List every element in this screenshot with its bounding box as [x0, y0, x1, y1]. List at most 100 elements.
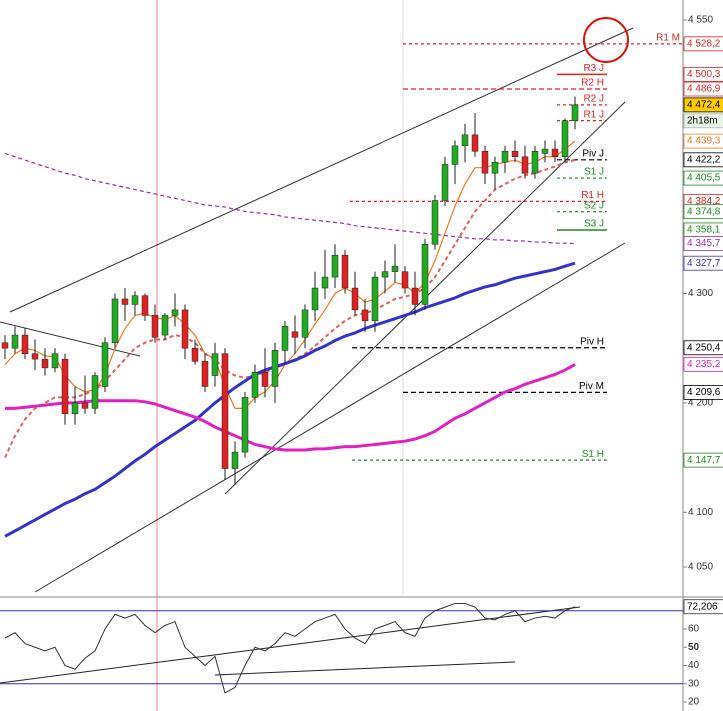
candle-body — [31, 353, 39, 360]
candle-body — [421, 244, 429, 305]
pivot-label: Piv M — [579, 381, 604, 392]
price-tag — [683, 133, 723, 149]
price-tag-label: 4 345,7 — [687, 238, 721, 249]
pivot-label: R3 J — [583, 63, 604, 74]
price-tag — [683, 340, 723, 356]
candle-body — [471, 134, 479, 152]
rsi-tag — [683, 599, 723, 615]
price-tag-label: 4 472,4 — [687, 100, 721, 111]
price-tag-label: 4 327,7 — [687, 258, 721, 269]
price-tag — [683, 66, 723, 82]
pivot-label: R1 M — [656, 32, 680, 43]
rsi-tick-label: 40 — [688, 660, 700, 671]
candle-body — [401, 271, 409, 289]
candle-body — [51, 353, 59, 369]
price-tag-label: 4 358,1 — [687, 225, 721, 236]
y-tick-label: 4 200 — [688, 398, 713, 409]
price-tag — [683, 204, 723, 220]
price-tag — [683, 170, 723, 186]
candle-body — [151, 315, 159, 338]
price-tag-label: 4 528,2 — [687, 38, 721, 49]
candle-body — [551, 148, 559, 157]
candle-body — [301, 309, 309, 338]
candle-body — [201, 361, 209, 387]
price-tag — [683, 81, 723, 97]
candle-body — [141, 295, 149, 316]
pivot-label: R2 J — [583, 94, 604, 105]
pivot-label: S1 J — [584, 167, 604, 178]
candle-body — [451, 145, 459, 165]
candle-body — [391, 265, 399, 272]
countdown: 2h18m — [687, 116, 718, 127]
candle-body — [531, 151, 539, 174]
price-tag-label: 4 384,2 — [687, 196, 721, 207]
candle-body — [361, 309, 369, 322]
candle-body — [161, 315, 169, 336]
candle-body — [121, 298, 129, 305]
candle-body — [561, 120, 569, 158]
candle-body — [511, 151, 519, 157]
candle-body — [251, 372, 259, 398]
candle-body — [61, 358, 69, 415]
candle-body — [431, 200, 439, 245]
candle-body — [21, 334, 29, 354]
candle-body — [171, 309, 179, 316]
price-tag — [683, 36, 723, 52]
y-tick-label: 4 050 — [688, 562, 713, 573]
candle-body — [321, 276, 329, 289]
candle-body — [291, 331, 299, 338]
candle-body — [221, 353, 229, 469]
price-tag-label: 4 147,7 — [687, 455, 721, 466]
moving-average — [5, 363, 576, 452]
candle-body — [211, 353, 219, 376]
rsi-tag-label: 72,206 — [687, 601, 718, 612]
price-tag-label: 4 374,8 — [687, 206, 721, 217]
candle-body — [111, 298, 119, 343]
pivot-label: Piv H — [580, 336, 604, 347]
y-tick-label: 4 300 — [688, 288, 713, 299]
moving-average — [4, 140, 576, 409]
price-tag — [683, 152, 723, 168]
candle-body — [481, 151, 489, 174]
price-tag — [683, 97, 723, 113]
candle-body — [521, 156, 529, 174]
rsi-tick-label: 30 — [688, 678, 700, 689]
candle-body — [71, 402, 79, 415]
y-tick-label: 4 100 — [688, 507, 713, 518]
candle-body — [341, 254, 349, 289]
candle-body — [11, 334, 19, 349]
candle-body — [381, 271, 389, 278]
candle-body — [491, 161, 499, 174]
candle-body — [331, 254, 339, 278]
rsi-trendline — [0, 606, 581, 684]
candle-body — [461, 134, 469, 147]
moving-average — [4, 159, 576, 459]
candle-body — [501, 151, 509, 163]
candle-body — [91, 375, 99, 409]
moving-average — [4, 261, 576, 538]
candle-body — [351, 287, 359, 311]
price-tag — [683, 356, 723, 372]
pivot-label: R1 H — [581, 190, 604, 201]
rsi-trendline — [214, 661, 516, 676]
pivot-label: S1 H — [582, 449, 604, 460]
price-tag-label: 4 439,3 — [687, 136, 721, 147]
y-tick-label: 4 550 — [688, 15, 713, 26]
candle-body — [1, 342, 9, 349]
candle-body — [311, 287, 319, 311]
price-tag-label: 4 422,2 — [687, 154, 721, 165]
rsi-tick-label: 20 — [688, 697, 700, 708]
candle-body — [541, 148, 549, 154]
price-tag-label: 4 250,4 — [687, 342, 721, 353]
rsi-tick-label: 60 — [688, 624, 700, 635]
price-tag — [683, 384, 723, 400]
candle-body — [231, 451, 239, 469]
pivot-label: S2 J — [584, 200, 604, 211]
candle-body — [131, 295, 139, 305]
candle-body — [41, 358, 49, 369]
rsi-tick-label: 50 — [688, 642, 700, 653]
candle-body — [271, 350, 279, 387]
highlight-circle — [583, 17, 629, 63]
